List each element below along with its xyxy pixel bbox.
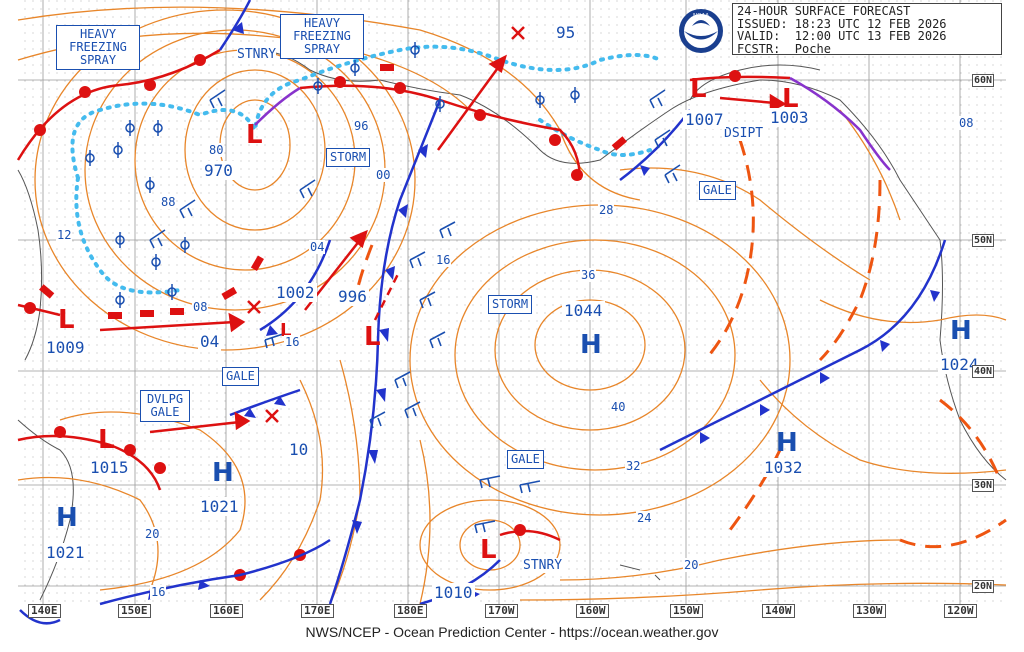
warning-gale-gulf: GALE — [699, 181, 736, 200]
isobar-label-04-b: 04 — [198, 332, 222, 351]
freezing-spray-symbols — [85, 42, 580, 308]
low-center-letter: L — [280, 320, 292, 341]
warning-heavy-freezing-spray-c: HEAVY FREEZING SPRAY — [280, 14, 364, 59]
latitude-label: 30N — [972, 479, 995, 492]
issued-time: ISSUED: 18:23 UTC 12 FEB 2026 — [737, 16, 947, 31]
high-center-letter: H — [776, 428, 798, 458]
low-center-letter: L — [364, 322, 381, 352]
longitude-label: 150E — [118, 604, 151, 618]
footer-credit: NWS/NCEP - Ocean Prediction Center - htt… — [305, 624, 719, 640]
occluded-fronts — [254, 76, 891, 171]
forecast-title: 24-HOUR SURFACE FORECAST — [737, 4, 911, 18]
latitude-label: 20N — [972, 580, 995, 593]
latitude-label: 40N — [972, 365, 995, 378]
low-pressure-996: 996 — [336, 287, 369, 306]
longitude-label: 180E — [394, 604, 427, 618]
isobar-label-20-a: 20 — [144, 527, 161, 541]
isobar-label-16-c: 16 — [150, 585, 167, 599]
high-pressure-1032: 1032 — [762, 458, 805, 477]
stationary-front — [39, 64, 627, 319]
isobar-label-96: 96 — [353, 119, 370, 133]
isobar-label-04-a: 04 — [309, 240, 326, 254]
isobar-label-12: 12 — [56, 228, 73, 242]
high-center-letter: H — [56, 503, 78, 533]
isobar-label-80: 80 — [208, 143, 225, 157]
high-pressure-1021-a: 1021 — [198, 497, 241, 516]
low-pressure-970: 970 — [202, 161, 235, 180]
valid-time: VALID: 12:00 UTC 13 FEB 2026 — [737, 29, 947, 43]
warning-storm-central: STORM — [488, 295, 533, 314]
isobar-label-32: 32 — [625, 459, 642, 473]
high-center-letter: H — [580, 330, 602, 360]
low-center-letter: L — [782, 84, 799, 114]
warning-heavy-freezing-spray-w: HEAVY FREEZING SPRAY — [56, 25, 140, 70]
warning-gale-south: GALE — [507, 450, 544, 469]
low-pressure-1003: 1003 — [768, 108, 811, 127]
longitude-label: 150W — [670, 604, 703, 618]
longitude-label: 140W — [762, 604, 795, 618]
latitude-label: 50N — [972, 234, 995, 247]
longitude-label: 140E — [28, 604, 61, 618]
logo-text: NOAA — [693, 13, 709, 19]
low-pressure-1010: 1010 — [432, 583, 475, 602]
wind-barbs — [149, 89, 681, 534]
x-marks — [247, 26, 525, 423]
isobar-label-36: 36 — [580, 268, 597, 282]
high-center-letter: H — [950, 316, 972, 346]
forecaster: FCSTR: Poche — [737, 41, 831, 56]
low-center-letter: L — [480, 535, 497, 565]
isobar-label-10: 10 — [287, 440, 311, 459]
isobar-label-16-a: 16 — [435, 253, 452, 267]
isobar-label-88: 88 — [160, 195, 177, 209]
longitude-label: 160E — [210, 604, 243, 618]
forecast-header: 24-HOUR SURFACE FORECAST ISSUED: 18:23 U… — [732, 3, 1002, 55]
longitude-label: 170E — [301, 604, 334, 618]
warning-storm-bering: STORM — [326, 148, 371, 167]
low-pressure-1009: 1009 — [44, 338, 87, 357]
longitude-label: 120W — [944, 604, 977, 618]
isobar-label-16-b: 16 — [284, 335, 301, 349]
isobar-label-08-b: 08 — [958, 116, 975, 130]
high-pressure-1021-b: 1021 — [44, 543, 87, 562]
isobar-label-40: 40 — [610, 400, 627, 414]
low-center-letter: L — [98, 425, 115, 455]
low-center-letter: L — [246, 120, 263, 150]
high-pressure-1044: 1044 — [562, 301, 605, 320]
warning-developing-gale: DVLPG GALE — [140, 390, 190, 422]
low-pressure-1015: 1015 — [88, 458, 131, 477]
high-center-letter: H — [212, 458, 234, 488]
isobar-label-08-a: 08 — [192, 300, 209, 314]
isobar-label-00: 00 — [375, 168, 392, 182]
low-pressure-1002: 1002 — [274, 283, 317, 302]
isobar-label-95: 95 — [554, 23, 578, 42]
longitude-label: 160W — [576, 604, 609, 618]
low-pressure-1007: 1007 — [683, 110, 726, 129]
movement-arrows — [99, 54, 787, 434]
isobar-label-28: 28 — [598, 203, 615, 217]
low-center-letter: L — [690, 74, 707, 104]
high-pressure-1024: 1024 — [938, 355, 981, 374]
low-center-letter: L — [58, 305, 75, 335]
stationary-label-south: STNRY — [523, 558, 563, 573]
longitude-label: 170W — [485, 604, 518, 618]
warning-gale-west: GALE — [222, 367, 259, 386]
latitude-label: 60N — [972, 74, 995, 87]
isobar-label-24: 24 — [636, 511, 653, 525]
noaa-logo: NOAA — [679, 9, 723, 53]
dissipating-label: DSIPT — [724, 126, 764, 141]
longitude-label: 130W — [853, 604, 886, 618]
stationary-label-north: STNRY — [237, 47, 277, 62]
isobar-label-20-b: 20 — [683, 558, 700, 572]
cold-front-teeth — [148, 22, 940, 600]
